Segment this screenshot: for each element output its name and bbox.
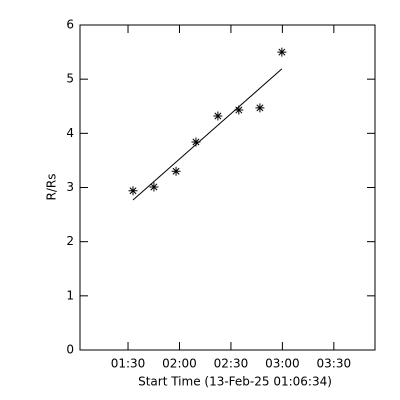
x-tick-label: 03:00 bbox=[265, 357, 300, 371]
point bbox=[277, 47, 287, 57]
y-tick-label: 0 bbox=[66, 343, 74, 357]
point bbox=[128, 186, 138, 196]
point bbox=[191, 137, 201, 147]
point bbox=[255, 103, 265, 113]
plot-frame bbox=[79, 24, 376, 351]
y-tick-label: 2 bbox=[66, 234, 74, 248]
x-tick-label: 02:30 bbox=[214, 357, 249, 371]
y-tick-label: 6 bbox=[66, 18, 74, 32]
x-tick-label: 01:30 bbox=[111, 357, 146, 371]
point bbox=[171, 166, 181, 176]
y-axis-title: R/Rs bbox=[45, 174, 59, 201]
x-axis-title: Start Time (13-Feb-25 01:06:34) bbox=[138, 375, 332, 389]
x-tick-label: 03:30 bbox=[317, 357, 352, 371]
fit-line bbox=[132, 68, 283, 201]
y-tick-label: 5 bbox=[66, 72, 74, 86]
x-tick-label: 02:00 bbox=[162, 357, 197, 371]
y-tick-label: 1 bbox=[66, 288, 74, 302]
point bbox=[149, 182, 159, 192]
y-tick-label: 3 bbox=[66, 180, 74, 194]
point bbox=[213, 111, 223, 121]
point bbox=[234, 105, 244, 115]
y-tick-label: 4 bbox=[66, 126, 74, 140]
